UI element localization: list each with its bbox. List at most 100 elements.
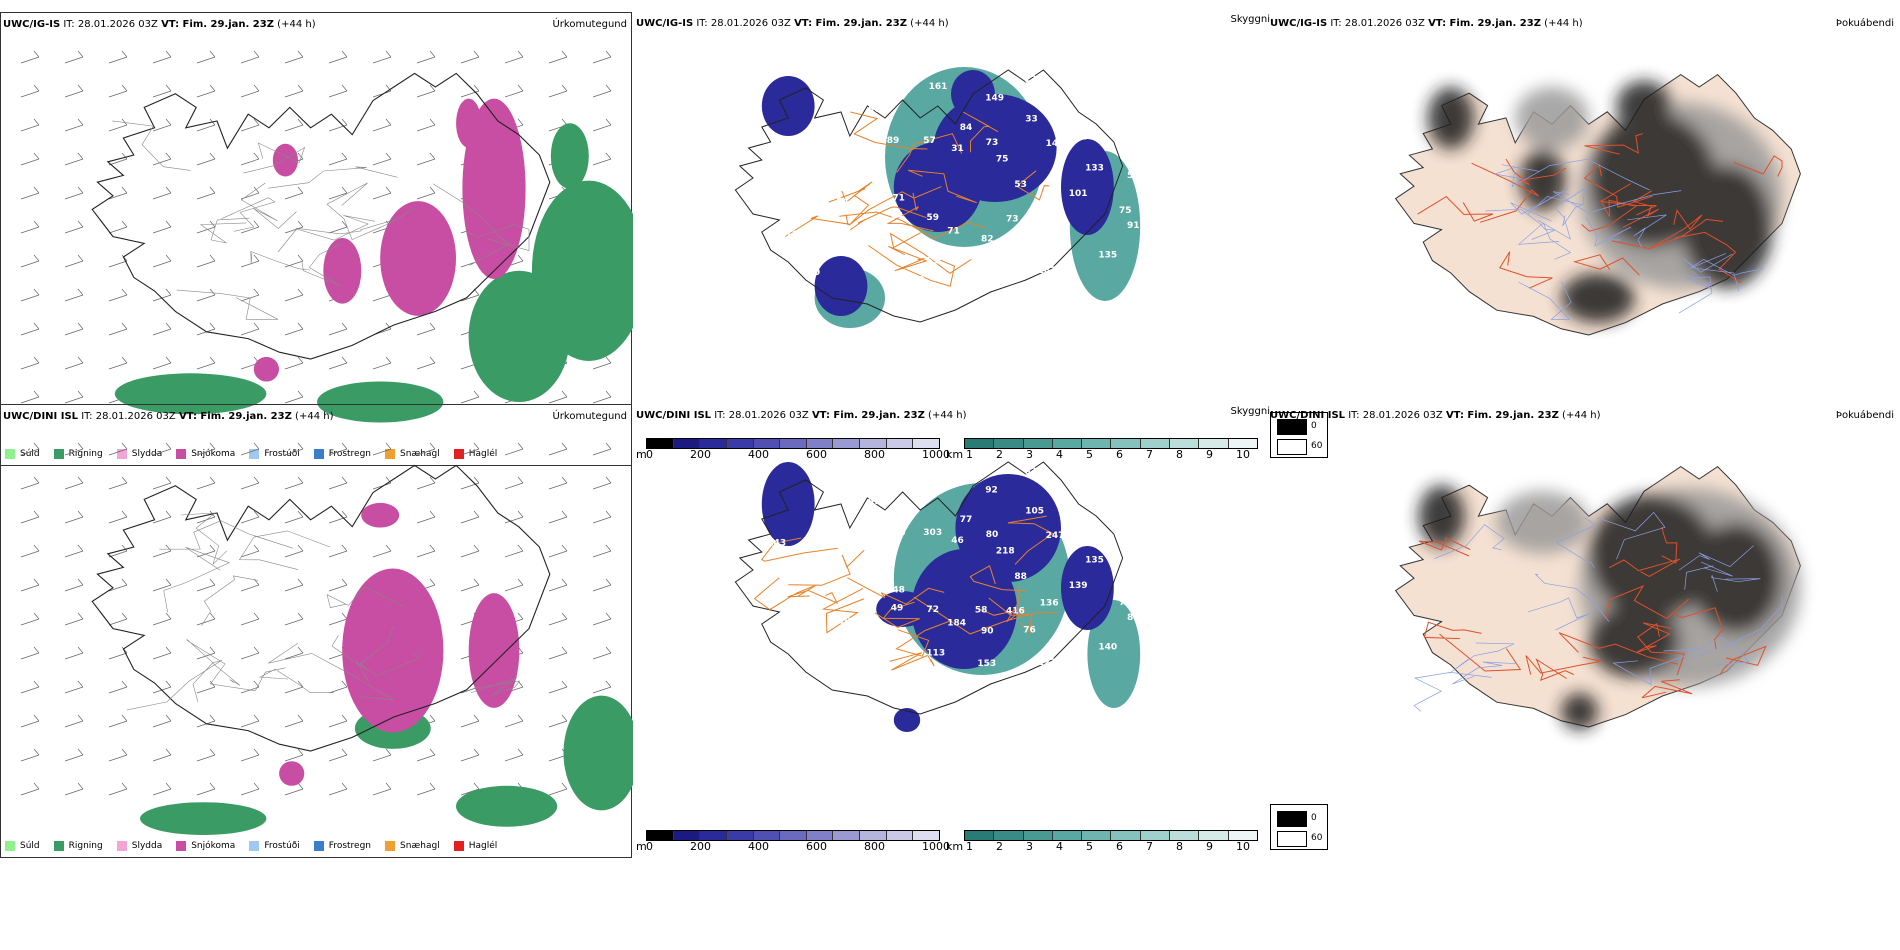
visibility-value: 218	[996, 547, 1015, 557]
colorbar-segment	[673, 439, 701, 448]
visibility-value: 242	[929, 474, 948, 484]
colorbar-tick: 200	[690, 840, 711, 853]
visibility-value: 33	[1025, 114, 1038, 124]
colorbar-tick: 3	[1026, 448, 1033, 461]
colorbar-segment	[833, 439, 861, 448]
legend-item: Snjókoma	[176, 841, 235, 851]
legend-item: Slydda	[116, 841, 163, 851]
colorbar-segment	[1111, 439, 1141, 448]
issue-time: IT: 28.01.2026 03Z	[1330, 18, 1425, 29]
colorbar-segment	[860, 439, 887, 448]
colorbar-tick: 3	[1026, 840, 1033, 853]
visibility-colorbar-km	[964, 438, 1258, 449]
panel-header: UWC/IG-IS IT: 28.01.2026 03Z VT: Fim. 29…	[3, 19, 316, 30]
colorbar-tick: 5	[1086, 840, 1093, 853]
visibility-value: 82	[981, 234, 994, 244]
legend-item: Haglél	[453, 841, 497, 851]
colorbar-segment	[994, 439, 1024, 448]
colorbar-segment	[1052, 831, 1083, 840]
visibility-value: 184	[947, 619, 966, 629]
panel-header: UWC/DINI ISL IT: 28.01.2026 03Z VT: Fim.…	[1270, 410, 1600, 421]
legend-item: Rigning	[53, 841, 103, 851]
visibility-value: 80	[986, 530, 999, 540]
legend-swatch	[385, 449, 396, 459]
visibility-value: 48	[892, 586, 905, 596]
visibility-value: 58	[975, 605, 988, 615]
fog-legend: 0 60	[1270, 804, 1328, 850]
visibility-value: 119	[906, 276, 925, 286]
visibility-value: 53	[1014, 180, 1027, 190]
visibility-value: 44	[848, 538, 861, 548]
fog-legend-swatch	[1277, 831, 1307, 847]
colorbar-tick: 2	[996, 840, 1003, 853]
colorbar-tick: 8	[1176, 448, 1183, 461]
panel-header: UWC/DINI ISL IT: 28.01.2026 03Z VT: Fim.…	[3, 411, 333, 422]
valid-time: VT: Fim. 29.jan. 23Z	[178, 411, 292, 422]
visibility-value: 80	[816, 558, 829, 568]
colorbar-segment	[780, 831, 807, 840]
legend-swatch	[453, 449, 464, 459]
panel-title: Úrkomutegund	[552, 19, 627, 30]
colorbar-segment	[1228, 831, 1257, 840]
colorbar-tick: 400	[748, 840, 769, 853]
colorbar-segment	[1228, 439, 1257, 448]
colorbar-tick: 7	[1146, 840, 1153, 853]
visibility-value: 151	[753, 185, 772, 195]
colorbar-segment	[700, 439, 727, 448]
legend-swatch	[249, 449, 260, 459]
colorbar-unit-km: km	[946, 448, 964, 461]
visibility-map: 53 64 84 88 42 98 119 97 91 71 73 82 128 133 166 161 135…	[734, 67, 1141, 328]
colorbar-segment	[994, 831, 1024, 840]
legend-label: Frostregn	[328, 449, 372, 459]
visibility-value: 170	[851, 567, 870, 577]
visibility-value: 83	[1024, 467, 1037, 477]
colorbar-segment	[753, 439, 781, 448]
colorbar-tick: 400	[748, 448, 769, 461]
fog-legend-tick: 0	[1311, 813, 1317, 823]
visibility-panel: UWC/IG-IS IT: 28.01.2026 03Z VT: Fim. 29…	[634, 12, 1328, 466]
visibility-value: 98	[838, 225, 851, 235]
visibility-value: 42	[861, 644, 874, 654]
colorbar-segment	[673, 831, 701, 840]
colorbar-tick: 200	[690, 448, 711, 461]
fog-legend: 0 60	[1270, 412, 1328, 458]
legend-label: Súld	[20, 449, 40, 459]
visibility-value: 56	[868, 105, 881, 115]
colorbar-tick: 1	[966, 448, 973, 461]
legend-swatch	[5, 841, 15, 851]
visibility-value: 73	[1006, 214, 1019, 224]
legend-item: Snjókoma	[176, 449, 235, 459]
visibility-value: 98	[780, 622, 793, 632]
legend-swatch	[5, 449, 15, 459]
visibility-value: 52	[1127, 563, 1140, 573]
legend-swatch	[313, 841, 324, 851]
colorbar-tick: 7	[1146, 448, 1153, 461]
legend-label: Frostregn	[328, 841, 372, 851]
legend-item: Rigning	[53, 449, 103, 459]
issue-time: IT: 28.01.2026 03Z	[81, 411, 176, 422]
colorbar-segment	[1170, 831, 1200, 840]
visibility-value: 72	[1119, 598, 1132, 608]
fog-legend-tick: 60	[1311, 441, 1323, 451]
visibility-colorbar-km	[964, 830, 1258, 841]
visibility-value: 31	[951, 144, 964, 154]
issue-time: IT: 28.01.2026 03Z	[1348, 410, 1443, 421]
colorbar-tick: 5	[1086, 448, 1093, 461]
colorbar-segment	[806, 439, 834, 448]
precip-type-panel: UWC/DINI ISL IT: 28.01.2026 03Z VT: Fim.…	[0, 404, 640, 858]
colorbar-segment	[753, 831, 781, 840]
colorbar-tick: 8	[1176, 840, 1183, 853]
legend-label: Haglél	[468, 449, 498, 459]
colorbar-segment	[726, 439, 754, 448]
legend-swatch	[116, 841, 127, 851]
legend-swatch	[116, 449, 127, 459]
visibility-value: 91	[868, 497, 881, 507]
legend-label: Slydda	[131, 841, 163, 851]
visibility-map: 88 49 77 76 80 102 88 60 80 48 80 90 44 135 42 242 140 12…	[734, 461, 1141, 732]
colorbar-segment	[1199, 439, 1229, 448]
lead-time: (+44 h)	[1562, 410, 1601, 421]
visibility-value: 10	[977, 267, 990, 277]
colorbar-segment	[965, 831, 995, 840]
lead-time: (+44 h)	[295, 411, 334, 422]
model-name: UWC/DINI ISL	[636, 410, 712, 421]
